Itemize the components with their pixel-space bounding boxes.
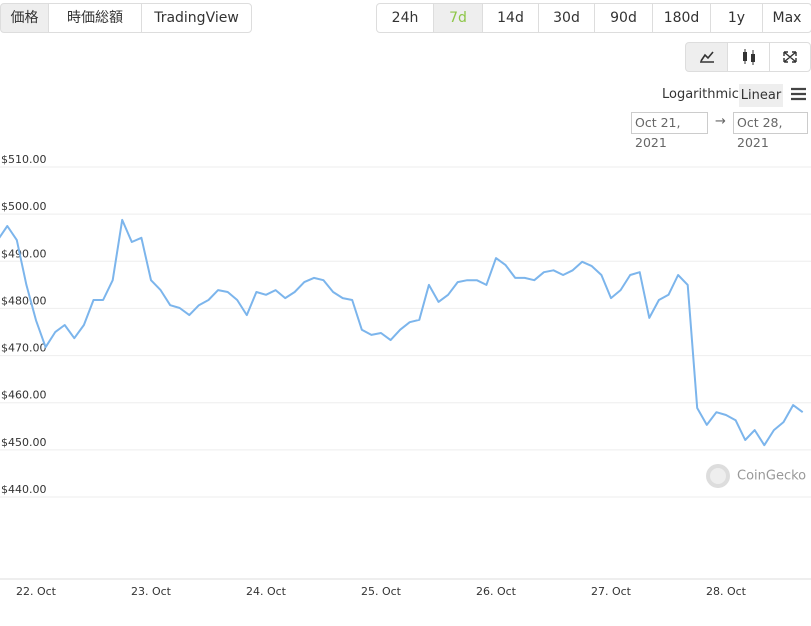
- tab[interactable]: TradingView: [141, 3, 252, 33]
- x-tick-label: 26. Oct: [476, 585, 517, 598]
- y-tick-label: $500.00: [1, 200, 47, 213]
- date-from[interactable]: Oct 21, 2021: [631, 112, 708, 150]
- menu-icon[interactable]: [790, 85, 810, 105]
- y-tick-label: $440.00: [1, 483, 47, 496]
- x-tick-label: 28. Oct: [706, 585, 747, 598]
- y-tick-label: $450.00: [1, 436, 47, 449]
- y-tick-label: $460.00: [1, 389, 47, 402]
- log-option[interactable]: Logarithmic: [662, 87, 739, 102]
- x-tick-label: 23. Oct: [131, 585, 172, 598]
- fullscreen-button[interactable]: [769, 42, 811, 72]
- logo: [710, 468, 726, 484]
- range-button[interactable]: 24h: [376, 3, 434, 33]
- y-tick-label: $490.00: [1, 247, 47, 260]
- range-button[interactable]: 180d: [652, 3, 711, 33]
- x-tick-label: 22. Oct: [16, 585, 57, 598]
- y-tick-label: $510.00: [1, 153, 47, 166]
- x-tick-label: 27. Oct: [591, 585, 632, 598]
- linear-option[interactable]: Linear: [739, 84, 783, 107]
- tab[interactable]: 価格: [0, 3, 49, 33]
- y-tick-label: $480.00: [1, 294, 47, 307]
- range-button[interactable]: 90d: [594, 3, 653, 33]
- watermark: CoinGecko: [737, 469, 806, 484]
- range-button[interactable]: 14d: [482, 3, 539, 33]
- range-button[interactable]: 1y: [710, 3, 763, 33]
- range-button[interactable]: 7d: [433, 3, 483, 33]
- x-tick-label: 25. Oct: [361, 585, 402, 598]
- range-button[interactable]: Max: [762, 3, 811, 33]
- price-line: [0, 218, 804, 447]
- y-tick-label: $470.00: [1, 342, 47, 355]
- range-button[interactable]: 30d: [538, 3, 595, 33]
- x-tick-label: 24. Oct: [246, 585, 287, 598]
- date-to[interactable]: Oct 28, 2021: [733, 112, 808, 150]
- line-chart-button[interactable]: [685, 42, 728, 72]
- tab[interactable]: 時価総額: [48, 3, 142, 33]
- candle-chart-button[interactable]: [727, 42, 770, 72]
- date-arrow: →: [715, 114, 726, 129]
- logo: [706, 464, 730, 488]
